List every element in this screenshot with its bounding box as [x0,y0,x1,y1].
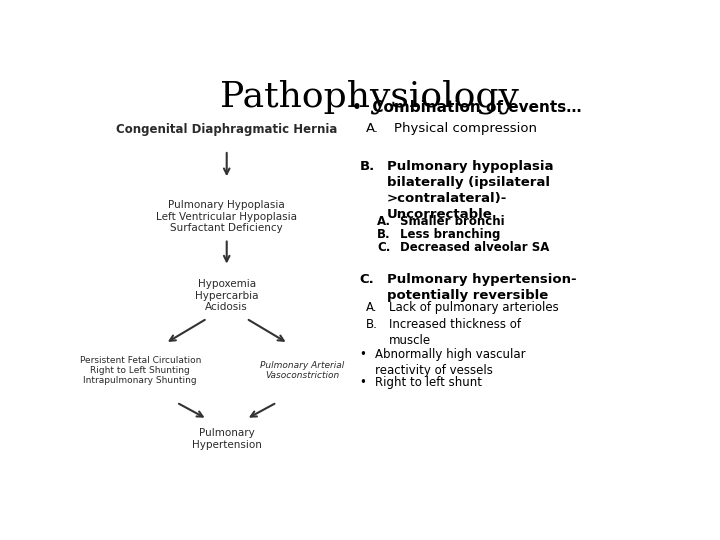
Text: A.: A. [366,301,378,314]
Text: Pulmonary hypoplasia
bilaterally (ipsilateral
>contralateral)-
Uncorrectable: Pulmonary hypoplasia bilaterally (ipsila… [387,160,554,221]
Text: Persistent Fetal Circulation
Right to Left Shunting
Intrapulmonary Shunting: Persistent Fetal Circulation Right to Le… [79,355,201,386]
Text: Pulmonary
Hypertension: Pulmonary Hypertension [192,428,261,450]
Text: Right to left shunt: Right to left shunt [374,376,482,389]
Text: Hypoxemia
Hypercarbia
Acidosis: Hypoxemia Hypercarbia Acidosis [195,279,258,312]
Text: B.: B. [366,318,378,330]
Text: Smaller bronchi: Smaller bronchi [400,215,504,228]
Text: Less branching: Less branching [400,228,500,241]
Text: Congenital Diaphragmatic Hernia: Congenital Diaphragmatic Hernia [116,123,338,136]
Text: Pulmonary hypertension-
potentially reversible: Pulmonary hypertension- potentially reve… [387,273,577,302]
Text: Pulmonary Hypoplasia
Left Ventricular Hypoplasia
Surfactant Deficiency: Pulmonary Hypoplasia Left Ventricular Hy… [156,200,297,233]
Text: A.: A. [377,215,392,228]
Text: Pathophysiology: Pathophysiology [220,79,518,114]
Text: B.: B. [359,160,375,173]
Text: Increased thickness of
muscle: Increased thickness of muscle [389,318,521,347]
Text: A.: A. [366,122,379,135]
Text: •: • [359,376,366,389]
Text: Physical compression: Physical compression [394,122,537,135]
Text: Decreased alveolar SA: Decreased alveolar SA [400,241,549,254]
Text: B.: B. [377,228,391,241]
Text: Lack of pulmonary arterioles: Lack of pulmonary arterioles [389,301,558,314]
Text: Pulmonary Arterial
Vasoconstriction: Pulmonary Arterial Vasoconstriction [260,361,344,380]
Text: Abnormally high vascular
reactivity of vessels: Abnormally high vascular reactivity of v… [374,348,525,377]
Text: •  Combination of events…: • Combination of events… [352,100,582,115]
Text: •: • [359,348,366,361]
Text: C.: C. [359,273,374,286]
Text: C.: C. [377,241,391,254]
